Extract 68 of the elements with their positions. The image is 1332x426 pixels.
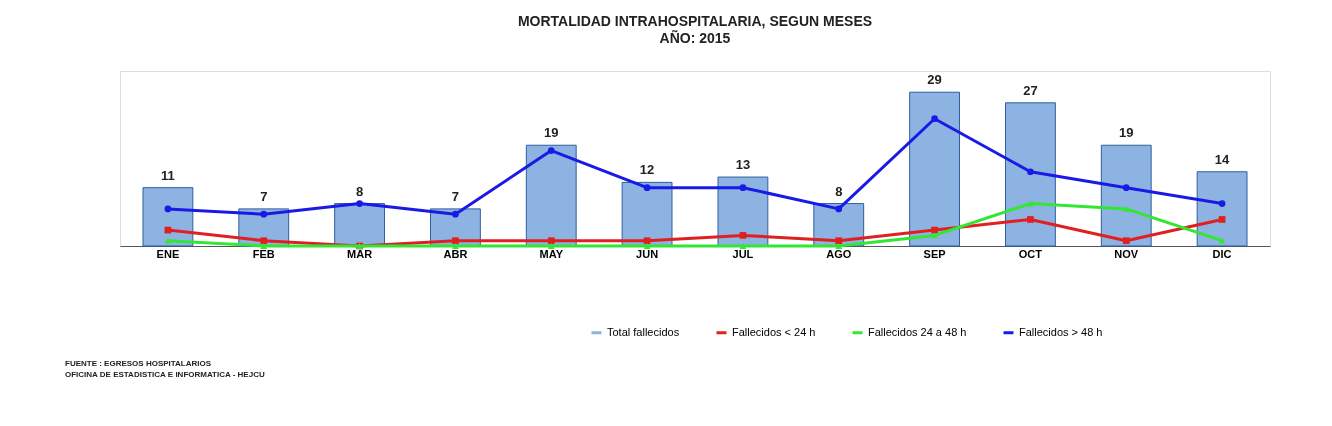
text: OFICINA DE ESTADISTICA E INFORMATICA - HEJCU — [65, 370, 265, 379]
point — [1027, 168, 1034, 176]
bar — [142, 187, 194, 247]
point — [547, 237, 555, 245]
point — [1027, 216, 1034, 223]
point — [1122, 237, 1130, 245]
bar — [1005, 102, 1056, 247]
point — [643, 184, 651, 192]
data-label: 7 — [260, 188, 268, 204]
data-label: 8 — [835, 183, 843, 199]
point — [835, 243, 843, 249]
legend-label: Fallecidos > 48 h — [1019, 325, 1103, 338]
point — [164, 237, 172, 244]
x-tick-label: DIC — [1212, 247, 1232, 260]
point — [931, 226, 938, 234]
data-label: 11 — [161, 167, 175, 183]
point — [452, 243, 459, 249]
x-tick-label: MAY — [539, 247, 564, 260]
legend-label: Fallecidos 24 a 48 h — [868, 325, 967, 338]
x-tick-label: JUL — [732, 247, 754, 260]
point — [260, 210, 268, 218]
point — [835, 237, 843, 245]
point — [547, 147, 555, 154]
x-tick-label: SEP — [923, 247, 946, 260]
data-label: 7 — [451, 188, 460, 204]
source-note: FUENTE : EGRESOS HOSPITALARIOS — [65, 359, 212, 368]
point — [643, 243, 651, 249]
point — [739, 243, 747, 249]
bar — [525, 144, 577, 247]
chart-subtitle: AÑO: 2015 — [659, 29, 731, 46]
point — [835, 205, 843, 213]
data-label: 29 — [927, 72, 942, 88]
point — [547, 243, 555, 249]
point — [1122, 205, 1130, 212]
point — [1122, 184, 1130, 192]
x-tick-label: NOV — [1114, 247, 1139, 260]
data-label: 12 — [639, 162, 655, 178]
point — [164, 205, 172, 213]
point — [931, 115, 938, 123]
data-label: 27 — [1023, 82, 1038, 98]
data-label: 14 — [1214, 151, 1231, 167]
legend-label: Fallecidos < 24 h — [732, 325, 816, 338]
point — [260, 237, 268, 245]
x-tick-label: JUN — [636, 247, 659, 260]
data-label: 13 — [735, 157, 751, 173]
point — [260, 243, 268, 249]
bar — [1196, 171, 1248, 247]
point — [739, 232, 747, 239]
point — [1218, 237, 1226, 244]
point — [1218, 200, 1226, 207]
point — [643, 237, 651, 245]
point — [1218, 216, 1226, 223]
legend-label: Total fallecidos — [607, 325, 680, 338]
data-label: 8 — [355, 183, 364, 199]
x-tick-label: ABR — [443, 247, 468, 260]
data-label: 19 — [544, 125, 559, 141]
x-tick-label: OCT — [1018, 247, 1043, 260]
point — [356, 200, 363, 207]
x-tick-label: AGO — [826, 247, 852, 260]
point — [452, 237, 459, 245]
x-tick-label: ENE — [156, 247, 180, 260]
x-tick-label: FEB — [252, 247, 275, 260]
x-tick-label: MAR — [347, 247, 373, 260]
point — [452, 210, 459, 218]
point — [739, 184, 747, 192]
data-label: 19 — [1119, 125, 1134, 141]
bar — [909, 91, 960, 247]
chart-title: MORTALIDAD INTRAHOSPITALARIA, SEGUN MESES — [517, 13, 873, 29]
